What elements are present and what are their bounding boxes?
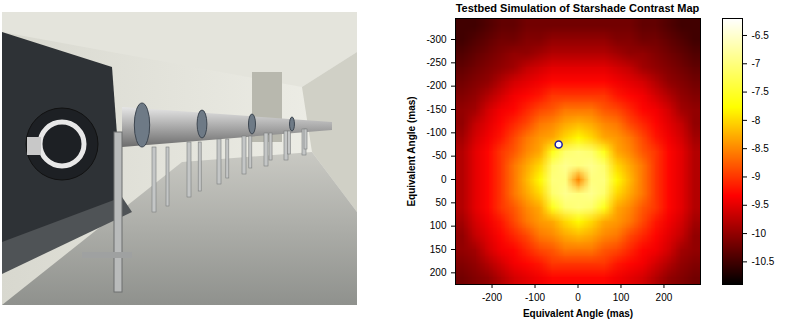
svg-text:-6.5: -6.5 — [752, 30, 770, 41]
svg-text:200: 200 — [430, 267, 447, 278]
svg-text:-100: -100 — [525, 292, 545, 303]
svg-text:-250: -250 — [426, 57, 446, 68]
html-text:Testbed Simulation of Starshad: Testbed Simulation of Starshade Contrast… — [455, 2, 700, 14]
svg-text:-100: -100 — [426, 127, 446, 138]
svg-text:150: 150 — [430, 244, 447, 255]
svg-text:-7: -7 — [752, 58, 761, 69]
svg-text:-50: -50 — [432, 150, 447, 161]
svg-text:100: 100 — [613, 292, 630, 303]
svg-text:-300: -300 — [426, 34, 446, 45]
svg-text:Equivalent Angle (mas): Equivalent Angle (mas) — [523, 308, 633, 319]
svg-text:-9.5: -9.5 — [752, 199, 770, 210]
svg-text:50: 50 — [435, 197, 447, 208]
svg-text:Equivalent Angle (mas): Equivalent Angle (mas) — [406, 96, 417, 206]
svg-text:-200: -200 — [426, 80, 446, 91]
svg-text:-7.5: -7.5 — [752, 86, 770, 97]
svg-text:-10: -10 — [752, 228, 767, 239]
svg-text:-150: -150 — [426, 104, 446, 115]
svg-text:0: 0 — [575, 292, 581, 303]
svg-text:0: 0 — [441, 174, 447, 185]
svg-text:-200: -200 — [482, 292, 502, 303]
svg-text:200: 200 — [656, 292, 673, 303]
svg-text:-9: -9 — [752, 171, 761, 182]
svg-text:100: 100 — [430, 220, 447, 231]
svg-text:-8: -8 — [752, 115, 761, 126]
svg-text:-8.5: -8.5 — [752, 143, 770, 154]
svg-text:-10.5: -10.5 — [752, 256, 775, 267]
